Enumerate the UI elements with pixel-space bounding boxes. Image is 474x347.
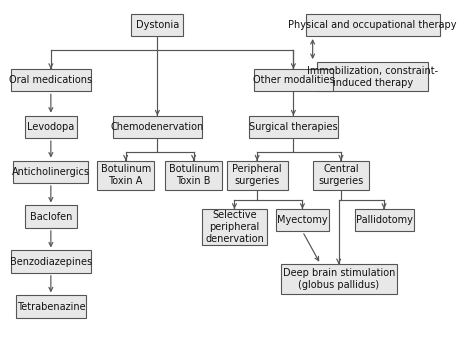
Text: Selective
peripheral
denervation: Selective peripheral denervation [205,211,264,244]
FancyBboxPatch shape [227,161,288,190]
Text: Benzodiazepines: Benzodiazepines [10,257,92,266]
FancyBboxPatch shape [165,161,222,190]
Text: Anticholinergics: Anticholinergics [12,167,90,177]
Text: Physical and occupational therapy: Physical and occupational therapy [289,20,457,30]
FancyBboxPatch shape [306,14,439,36]
Text: Botulinum
Toxin A: Botulinum Toxin A [100,164,151,186]
Text: Myectomy: Myectomy [277,215,328,225]
Text: Oral medications: Oral medications [9,75,92,85]
Text: Other modalities: Other modalities [253,75,334,85]
FancyBboxPatch shape [11,69,91,91]
FancyBboxPatch shape [25,205,77,228]
Text: Chemodenervation: Chemodenervation [111,122,204,132]
FancyBboxPatch shape [11,251,91,273]
FancyBboxPatch shape [355,209,413,231]
Text: Peripheral
surgeries: Peripheral surgeries [232,164,282,186]
FancyBboxPatch shape [201,209,267,245]
FancyBboxPatch shape [313,161,369,190]
Text: Botulinum
Toxin B: Botulinum Toxin B [169,164,219,186]
Text: Tetrabenazine: Tetrabenazine [17,302,85,312]
FancyBboxPatch shape [317,62,428,91]
Text: Surgical therapies: Surgical therapies [249,122,337,132]
Text: Levodopa: Levodopa [27,122,74,132]
FancyBboxPatch shape [16,295,86,318]
FancyBboxPatch shape [13,161,88,183]
Text: Central
surgeries: Central surgeries [319,164,364,186]
FancyBboxPatch shape [131,14,183,36]
FancyBboxPatch shape [254,69,333,91]
FancyBboxPatch shape [97,161,154,190]
FancyBboxPatch shape [281,264,397,294]
FancyBboxPatch shape [249,116,337,138]
FancyBboxPatch shape [276,209,328,231]
FancyBboxPatch shape [25,116,77,138]
Text: Dystonia: Dystonia [136,20,179,30]
FancyBboxPatch shape [113,116,201,138]
Text: Pallidotomy: Pallidotomy [356,215,412,225]
Text: Immobilization, constraint-
induced therapy: Immobilization, constraint- induced ther… [307,66,438,87]
Text: Baclofen: Baclofen [30,212,72,222]
Text: Deep brain stimulation
(globus pallidus): Deep brain stimulation (globus pallidus) [283,268,395,290]
